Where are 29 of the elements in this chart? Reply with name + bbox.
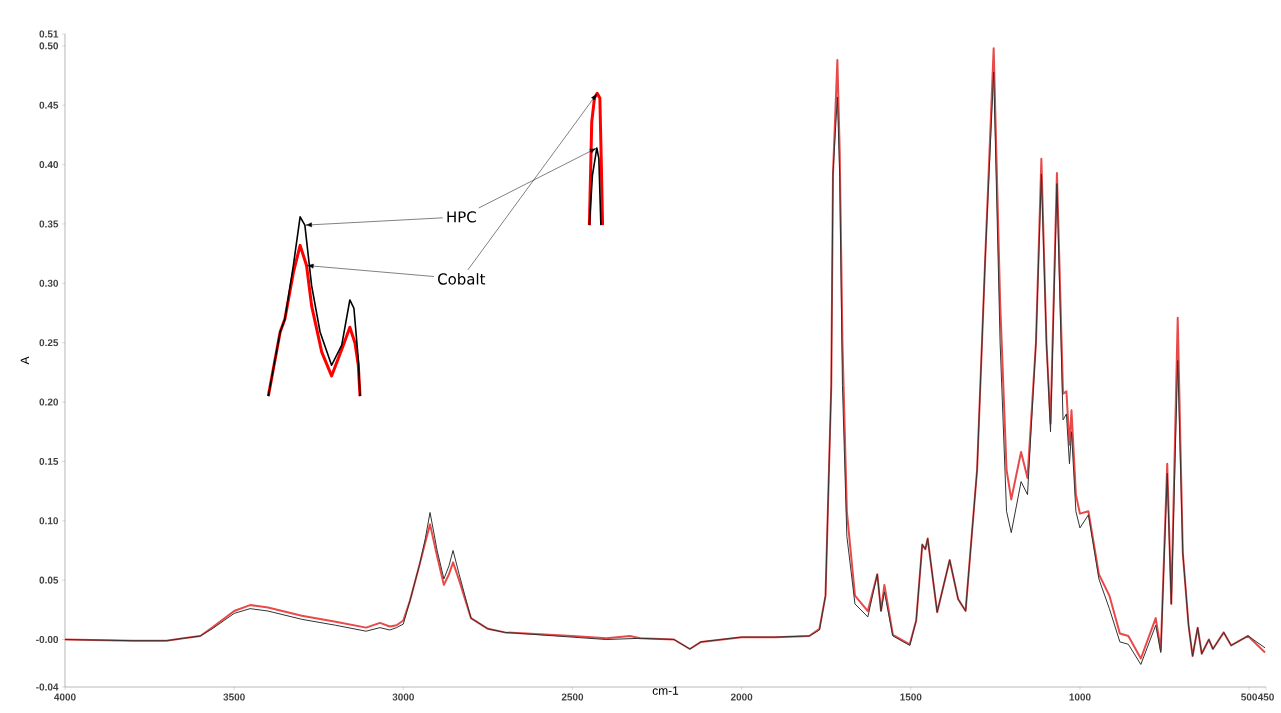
y-tick-label: 0.20 bbox=[39, 398, 59, 406]
y-tick-label: 0.50 bbox=[39, 42, 59, 50]
x-tick-label: 2000 bbox=[730, 693, 753, 701]
x-tick-label: 3000 bbox=[392, 693, 414, 701]
x-axis-title: cm-1 bbox=[652, 686, 679, 695]
y-tick-label: 0.10 bbox=[39, 517, 59, 525]
x-tick-label: 4000 bbox=[54, 693, 76, 701]
annotation: Cobalt bbox=[438, 273, 486, 285]
y-tick-label: 0.51 bbox=[39, 30, 59, 38]
line-series bbox=[588, 147, 602, 226]
y-axis-title: A bbox=[20, 356, 29, 365]
x-tick-label: 500 bbox=[1241, 693, 1258, 701]
y-tick-label: 0.25 bbox=[39, 339, 59, 347]
y-tick-label: 0.05 bbox=[39, 576, 59, 584]
y-tick-label: -0.04 bbox=[36, 683, 59, 691]
x-tick-label: 1000 bbox=[1069, 693, 1091, 701]
line-series bbox=[587, 91, 605, 227]
x-tick-label: 3500 bbox=[223, 693, 245, 701]
x-tick-label: 450 bbox=[1257, 693, 1274, 701]
y-tick-label: -0.00 bbox=[36, 635, 59, 644]
line-series bbox=[267, 216, 361, 397]
y-tick-label: 0.40 bbox=[39, 161, 59, 169]
x-tick-label: 1500 bbox=[900, 693, 922, 701]
y-tick-label: 0.30 bbox=[39, 279, 59, 287]
y-tick-label: 0.45 bbox=[39, 101, 59, 109]
x-tick-label: 2500 bbox=[561, 693, 584, 701]
y-tick-label: 0.15 bbox=[39, 457, 59, 465]
annotation: HPC bbox=[447, 211, 476, 223]
y-tick-label: 0.35 bbox=[39, 220, 59, 228]
